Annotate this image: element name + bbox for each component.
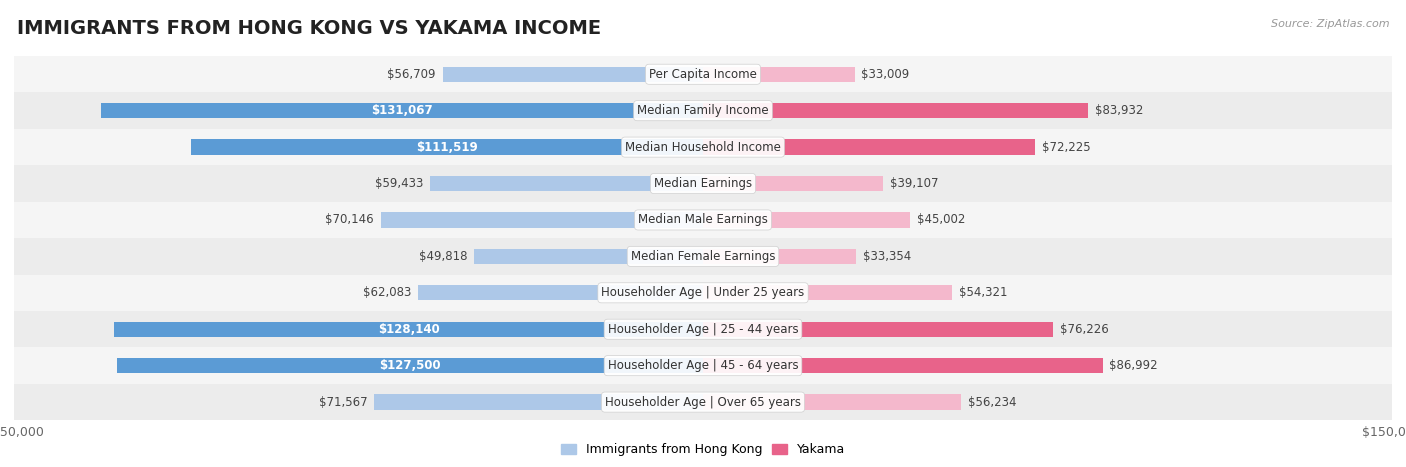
Text: $33,009: $33,009 (862, 68, 910, 81)
Text: $71,567: $71,567 (319, 396, 367, 409)
Bar (14, 165, 1392, 202)
Bar (14, 56, 1392, 92)
Legend: Immigrants from Hong Kong, Yakama: Immigrants from Hong Kong, Yakama (555, 439, 851, 461)
Bar (14, 275, 1392, 311)
Text: Source: ZipAtlas.com: Source: ZipAtlas.com (1271, 19, 1389, 28)
Bar (703, 395, 962, 410)
Bar (703, 67, 855, 82)
Bar (703, 140, 1035, 155)
Text: $127,500: $127,500 (380, 359, 441, 372)
Bar (191, 140, 703, 155)
Text: $39,107: $39,107 (890, 177, 938, 190)
Bar (703, 322, 1053, 337)
Bar (117, 358, 703, 373)
Text: $76,226: $76,226 (1060, 323, 1109, 336)
Text: $111,519: $111,519 (416, 141, 478, 154)
Bar (443, 67, 703, 82)
Bar (381, 212, 703, 227)
Bar (703, 249, 856, 264)
Text: $49,818: $49,818 (419, 250, 467, 263)
Text: Median Household Income: Median Household Income (626, 141, 780, 154)
Bar (703, 358, 1102, 373)
Text: $128,140: $128,140 (378, 323, 440, 336)
Text: Median Earnings: Median Earnings (654, 177, 752, 190)
Text: $59,433: $59,433 (375, 177, 423, 190)
Bar (430, 176, 703, 191)
Bar (14, 238, 1392, 275)
Text: $56,234: $56,234 (969, 396, 1017, 409)
Bar (703, 176, 883, 191)
Text: Householder Age | Under 25 years: Householder Age | Under 25 years (602, 286, 804, 299)
Text: $131,067: $131,067 (371, 104, 433, 117)
Text: Median Male Earnings: Median Male Earnings (638, 213, 768, 226)
Bar (14, 129, 1392, 165)
Text: $33,354: $33,354 (863, 250, 911, 263)
Bar (703, 285, 952, 300)
Text: $54,321: $54,321 (959, 286, 1008, 299)
Text: $83,932: $83,932 (1095, 104, 1143, 117)
Bar (114, 322, 703, 337)
Text: $70,146: $70,146 (325, 213, 374, 226)
Text: Per Capita Income: Per Capita Income (650, 68, 756, 81)
Text: Householder Age | Over 65 years: Householder Age | Over 65 years (605, 396, 801, 409)
Bar (101, 103, 703, 118)
Bar (14, 347, 1392, 384)
Text: $72,225: $72,225 (1042, 141, 1090, 154)
Text: Median Female Earnings: Median Female Earnings (631, 250, 775, 263)
Bar (14, 202, 1392, 238)
Text: $62,083: $62,083 (363, 286, 411, 299)
Bar (703, 103, 1088, 118)
Text: Householder Age | 25 - 44 years: Householder Age | 25 - 44 years (607, 323, 799, 336)
Bar (14, 92, 1392, 129)
Text: $86,992: $86,992 (1109, 359, 1159, 372)
Text: IMMIGRANTS FROM HONG KONG VS YAKAMA INCOME: IMMIGRANTS FROM HONG KONG VS YAKAMA INCO… (17, 19, 600, 38)
Bar (14, 311, 1392, 347)
Text: $56,709: $56,709 (387, 68, 436, 81)
Bar (474, 249, 703, 264)
Bar (14, 384, 1392, 420)
Bar (703, 212, 910, 227)
Text: Householder Age | 45 - 64 years: Householder Age | 45 - 64 years (607, 359, 799, 372)
Bar (418, 285, 703, 300)
Bar (374, 395, 703, 410)
Text: Median Family Income: Median Family Income (637, 104, 769, 117)
Text: $45,002: $45,002 (917, 213, 965, 226)
